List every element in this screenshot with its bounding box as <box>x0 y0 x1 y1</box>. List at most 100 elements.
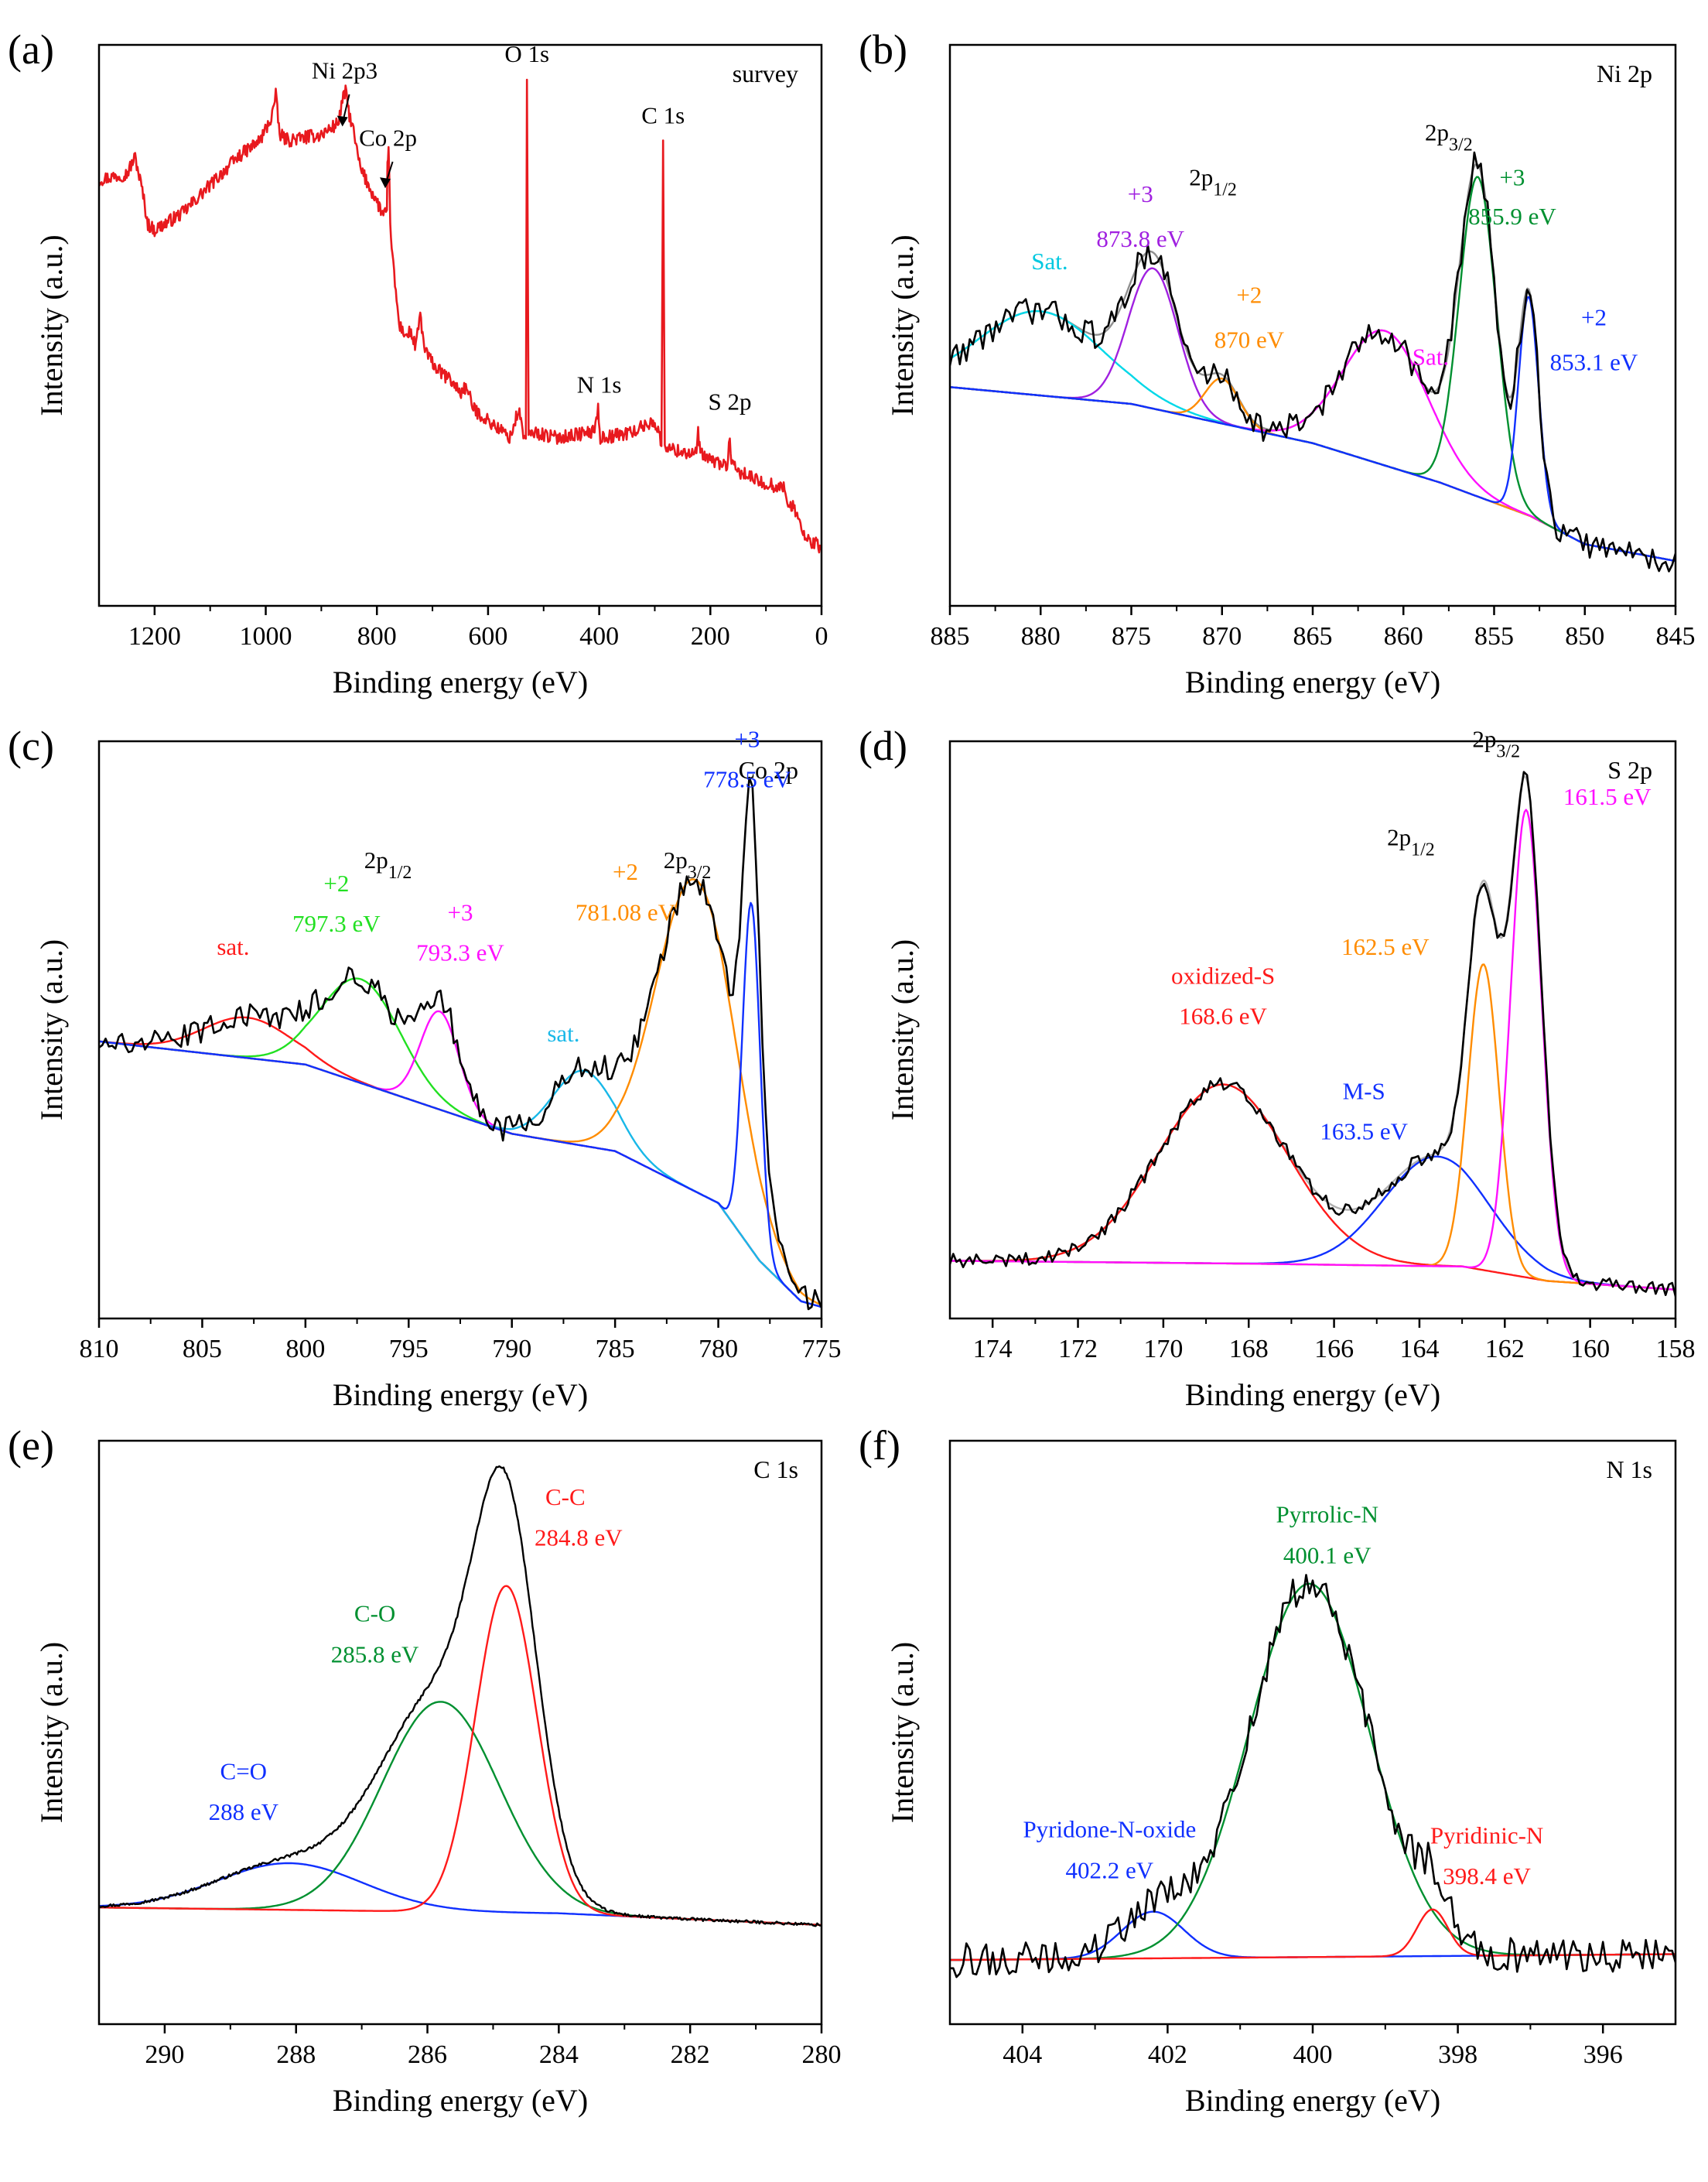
x-tick-label: 162 <box>1485 1335 1525 1363</box>
y-axis-title: Intensity (a.u.) <box>885 234 920 416</box>
x-axis-title: Binding energy (eV) <box>333 2083 588 2118</box>
y-axis-title: Intensity (a.u.) <box>34 939 69 1120</box>
annotation-label: 2p3/2 <box>1425 118 1473 155</box>
panel-tag: Co 2p <box>739 756 798 784</box>
x-tick-label: 286 <box>408 2040 447 2069</box>
annotation-label: +3 <box>448 898 473 925</box>
x-tick-label: 780 <box>699 1335 738 1363</box>
panel-e: 290 288 286 284 282 280 Binding energy (eV) Int… <box>8 1422 842 2118</box>
annotation-label: 870 eV <box>1214 327 1285 354</box>
x-tick-label: 402 <box>1148 2040 1187 2069</box>
x-axis-title: Binding energy (eV) <box>1185 2083 1440 2118</box>
plot-frame <box>948 43 1677 607</box>
x-tick-label: 775 <box>802 1335 842 1363</box>
panel-f: 404 402 400 398 396 Binding energy (eV) Intens… <box>859 1422 1677 2118</box>
x-tick-label: 284 <box>539 2040 579 2069</box>
annotation-label: 2p3/2 <box>664 846 712 883</box>
series-experimental <box>950 151 1676 573</box>
x-tick-label: 174 <box>973 1335 1013 1363</box>
arrow-head <box>380 177 391 189</box>
x-axis-title: Binding energy (eV) <box>1185 665 1440 699</box>
x-tick-label: 785 <box>596 1335 635 1363</box>
series-survey <box>99 78 822 554</box>
annotation-label: 162.5 eV <box>1341 933 1430 960</box>
panel-c: 810 805 800 795 790 785 780 775 Binding energy (… <box>8 723 842 1412</box>
annotation-label: oxidized-S <box>1171 962 1275 989</box>
x-tick-label: 160 <box>1570 1335 1610 1363</box>
plot-frame <box>948 1439 1677 2026</box>
series--3-873-8-ev <box>950 267 1676 563</box>
x-tick-label: 790 <box>492 1335 531 1363</box>
panel-tag: N 1s <box>1606 1455 1652 1483</box>
series-c-o-285-8-ev <box>99 1701 822 1926</box>
x-tick-label: 168 <box>1229 1335 1269 1363</box>
panel-tag: Ni 2p <box>1597 60 1652 87</box>
annotation-label: 2p1/2 <box>1189 163 1237 200</box>
annotation-label: 163.5 eV <box>1320 1118 1408 1145</box>
annotation-label: +2 <box>323 870 349 897</box>
x-axis-title: Binding energy (eV) <box>333 1377 588 1412</box>
annotation-label: 793.3 eV <box>416 939 504 966</box>
panel-letter: (f) <box>859 1422 900 1469</box>
series-pyridinic-n-398-4-ev <box>950 1908 1676 1961</box>
x-tick-label: 845 <box>1656 622 1696 651</box>
annotation-label: Ni 2p3 <box>312 57 377 84</box>
series-pyrrolic-n-400-1-ev <box>950 1582 1676 1961</box>
series-fitted-envelope <box>950 775 1676 1291</box>
x-tick-label: 280 <box>802 2040 842 2069</box>
x-tick-label: 885 <box>931 622 970 651</box>
x-tick-label: 870 <box>1202 622 1242 651</box>
x-tick-label: 396 <box>1583 2040 1623 2069</box>
x-tick-label: 288 <box>276 2040 316 2069</box>
annotation-label: Pyrrolic-N <box>1276 1501 1378 1528</box>
panel-b: 885 880 875 870 865 860 855 850 845 Binding energ… <box>859 26 1696 699</box>
annotation-label: 2p3/2 <box>1472 725 1520 761</box>
plot-frame <box>97 43 823 607</box>
annotation-label: 168.6 eV <box>1179 1003 1267 1030</box>
panel-d: 174 172 170 168 166 164 162 160 158 Binding energ… <box>859 723 1696 1412</box>
panel-letter: (b) <box>859 26 907 73</box>
x-tick-label: 400 <box>579 622 619 651</box>
annotation-label: sat. <box>547 1020 579 1047</box>
annotation-label: +3 <box>734 725 760 752</box>
panel-tag: C 1s <box>753 1455 798 1483</box>
annotation-label: sat. <box>217 933 249 960</box>
annotation-label: +2 <box>613 858 638 885</box>
annotation-label: Co 2p <box>359 125 417 152</box>
x-tick-label: 850 <box>1565 622 1604 651</box>
annotation-label: Sat. <box>1031 248 1068 275</box>
x-tick-label: 810 <box>80 1335 119 1363</box>
series-experimental <box>950 771 1676 1297</box>
x-tick-label: 875 <box>1112 622 1151 651</box>
annotation-label: 853.1 eV <box>1550 349 1638 376</box>
series-pyridone-n-oxide-402-2-ev <box>950 1910 1676 1961</box>
annotation-label: +3 <box>1499 163 1525 190</box>
annotation-label: C-O <box>354 1600 395 1627</box>
annotation-label: 2p1/2 <box>364 846 412 883</box>
arrow-head <box>336 115 348 127</box>
panel-letter: (d) <box>859 723 907 769</box>
x-tick-label: 166 <box>1314 1335 1354 1363</box>
y-axis-title: Intensity (a.u.) <box>34 234 69 416</box>
panel-letter: (c) <box>8 723 54 769</box>
x-tick-label: 1200 <box>128 622 181 651</box>
series--2-853-1-ev <box>950 296 1676 563</box>
annotation-label: +2 <box>1236 282 1262 309</box>
series-c-o-288-ev <box>99 1862 822 1926</box>
x-tick-label: 800 <box>357 622 397 651</box>
x-tick-label: 400 <box>1293 2040 1333 2069</box>
x-tick-label: 795 <box>389 1335 429 1363</box>
x-tick-label: 404 <box>1003 2040 1042 2069</box>
y-axis-title: Intensity (a.u.) <box>885 1642 920 1823</box>
plot-frame <box>97 1439 823 2026</box>
panel-letter: (a) <box>8 26 54 73</box>
annotation-label: Sat. <box>1413 343 1449 370</box>
annotation-label: 873.8 eV <box>1096 225 1184 252</box>
series-162-5-ev <box>950 963 1676 1291</box>
annotation-label: 161.5 eV <box>1563 783 1652 810</box>
x-tick-label: 200 <box>691 622 730 651</box>
x-tick-label: 860 <box>1384 622 1423 651</box>
annotation-label: Pyridinic-N <box>1430 1821 1543 1849</box>
annotation-label: 855.9 eV <box>1468 203 1556 230</box>
